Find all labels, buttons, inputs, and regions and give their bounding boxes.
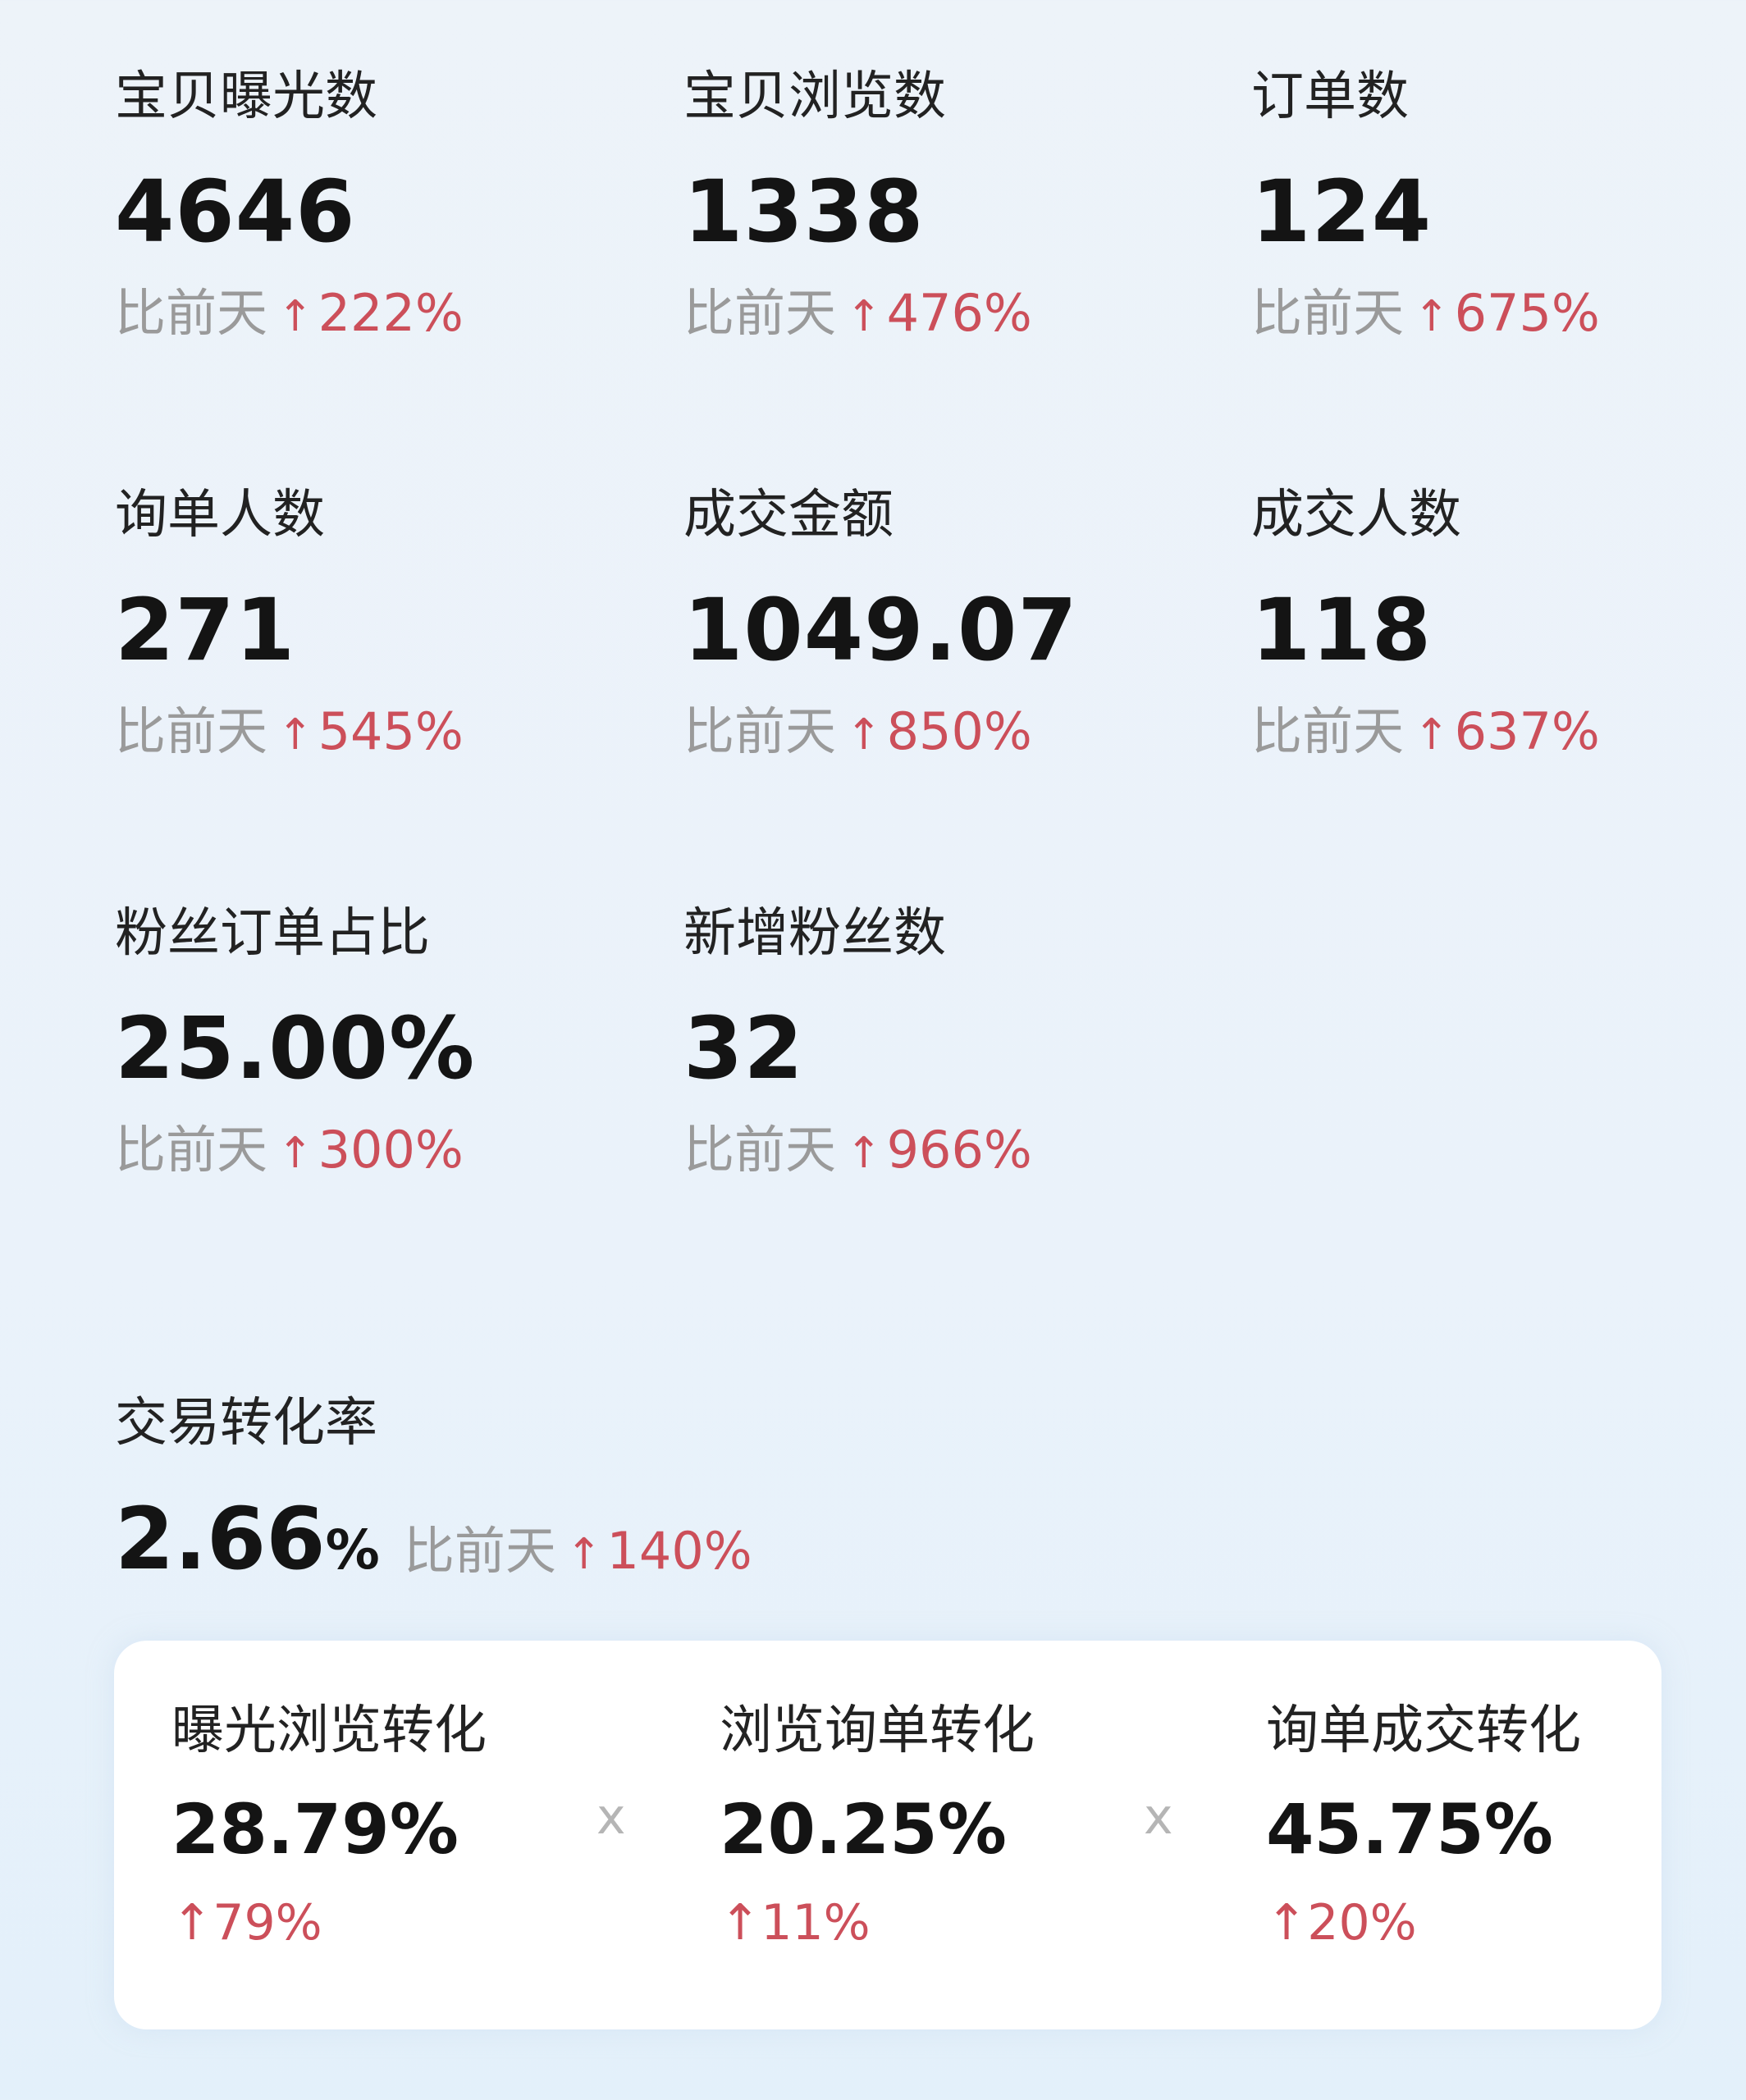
metric-change: 比前天 ↑675%	[1251, 281, 1746, 349]
change-value: 300%	[318, 1120, 464, 1180]
step-value: 45.75%	[1266, 1789, 1553, 1869]
compare-label: 比前天	[683, 1120, 837, 1180]
multiply-icon: x	[596, 1788, 626, 1846]
metric-value: 25.00%	[115, 998, 476, 1098]
step-label: 曝光浏览转化	[171, 1701, 487, 1761]
arrow-up-icon: ↑	[1266, 1894, 1308, 1952]
metric-value: 124	[1251, 162, 1433, 262]
metric-change: 比前天 ↑966%	[683, 1117, 1209, 1186]
metric-change: 比前天 ↑850%	[683, 699, 1209, 768]
arrow-up-icon: ↑	[277, 710, 313, 760]
metric-label: 订单数	[1251, 66, 1409, 127]
metric-card: 成交人数 118 比前天 ↑637%	[1251, 482, 1746, 768]
step-change: ↑11%	[720, 1890, 1035, 1956]
arrow-up-icon: ↑	[1414, 292, 1450, 341]
change-value: 966%	[886, 1120, 1032, 1180]
metric-label: 成交人数	[1251, 485, 1461, 546]
conversion-change: 140%	[606, 1521, 752, 1581]
arrow-up-icon: ↑	[171, 1894, 213, 1952]
metric-card: 询单人数 271 比前天 ↑545%	[115, 482, 640, 768]
metric-change: 比前天 ↑476%	[683, 281, 1209, 349]
metric-label: 询单人数	[115, 485, 325, 546]
metric-label: 新增粉丝数	[683, 903, 946, 964]
arrow-up-icon: ↑	[565, 1530, 602, 1579]
metric-label: 宝贝浏览数	[683, 66, 946, 127]
conversion-breakdown-card: 曝光浏览转化 28.79% ↑79% x 浏览询单转化 20.25% ↑11% …	[114, 1641, 1661, 2029]
metric-change: 比前天 ↑637%	[1251, 699, 1746, 768]
compare-label: 比前天	[403, 1521, 556, 1581]
compare-label: 比前天	[1251, 283, 1405, 343]
compare-label: 比前天	[115, 701, 268, 761]
metric-value: 1049.07	[683, 580, 1078, 680]
arrow-up-icon: ↑	[1414, 710, 1450, 760]
conversion-value: 2.66	[115, 1489, 326, 1589]
arrow-up-icon: ↑	[846, 292, 882, 341]
arrow-up-icon: ↑	[846, 710, 882, 760]
metric-label: 宝贝曝光数	[115, 66, 377, 127]
change-value: 476%	[886, 283, 1032, 343]
step-change: ↑79%	[171, 1890, 487, 1956]
metric-card: 宝贝浏览数 1338 比前天 ↑476%	[683, 64, 1209, 349]
step-label: 询单成交转化	[1266, 1701, 1581, 1761]
change-value: 637%	[1454, 701, 1600, 761]
step-value: 28.79%	[171, 1789, 459, 1869]
conversion-step: 曝光浏览转化 28.79% ↑79%	[171, 1698, 487, 1956]
arrow-up-icon: ↑	[277, 292, 313, 341]
change-value: 675%	[1454, 283, 1600, 343]
arrow-up-icon: ↑	[277, 1129, 313, 1178]
conversion-step: 浏览询单转化 20.25% ↑11%	[720, 1698, 1035, 1956]
metric-card: 宝贝曝光数 4646 比前天 ↑222%	[115, 64, 640, 349]
compare-label: 比前天	[683, 701, 837, 761]
metric-change: 比前天 ↑545%	[115, 699, 640, 768]
conversion-unit: %	[325, 1518, 380, 1582]
change-value: 850%	[886, 701, 1032, 761]
conversion-step: 询单成交转化 45.75% ↑20%	[1266, 1698, 1581, 1956]
step-change: ↑20%	[1266, 1890, 1581, 1956]
compare-label: 比前天	[683, 283, 837, 343]
step-change-value: 79%	[213, 1894, 322, 1952]
metric-label: 粉丝订单占比	[115, 903, 430, 964]
step-change-value: 11%	[761, 1894, 871, 1952]
metric-card: 新增粉丝数 32 比前天 ↑966%	[683, 901, 1209, 1186]
conversion-rate: 2.66% 比前天 ↑140%	[115, 1489, 752, 1589]
metric-value: 1338	[683, 162, 925, 262]
metric-value: 4646	[115, 162, 356, 262]
metric-value: 271	[115, 580, 296, 680]
change-value: 545%	[318, 701, 464, 761]
metric-change: 比前天 ↑222%	[115, 281, 640, 349]
metric-card: 粉丝订单占比 25.00% 比前天 ↑300%	[115, 901, 640, 1186]
change-value: 222%	[318, 283, 464, 343]
metric-card: 订单数 124 比前天 ↑675%	[1251, 64, 1746, 349]
metric-value: 118	[1251, 580, 1433, 680]
step-change-value: 20%	[1307, 1894, 1417, 1952]
metric-label: 成交金额	[683, 485, 894, 546]
step-label: 浏览询单转化	[720, 1701, 1035, 1761]
conversion-title: 交易转化率	[115, 1393, 377, 1454]
compare-label: 比前天	[1251, 701, 1405, 761]
compare-label: 比前天	[115, 1120, 268, 1180]
metric-card: 成交金额 1049.07 比前天 ↑850%	[683, 482, 1209, 768]
step-value: 20.25%	[720, 1789, 1007, 1869]
metric-change: 比前天 ↑300%	[115, 1117, 640, 1186]
arrow-up-icon: ↑	[846, 1129, 882, 1178]
compare-label: 比前天	[115, 283, 268, 343]
multiply-icon: x	[1144, 1788, 1173, 1846]
metric-value: 32	[683, 998, 804, 1098]
arrow-up-icon: ↑	[720, 1894, 761, 1952]
